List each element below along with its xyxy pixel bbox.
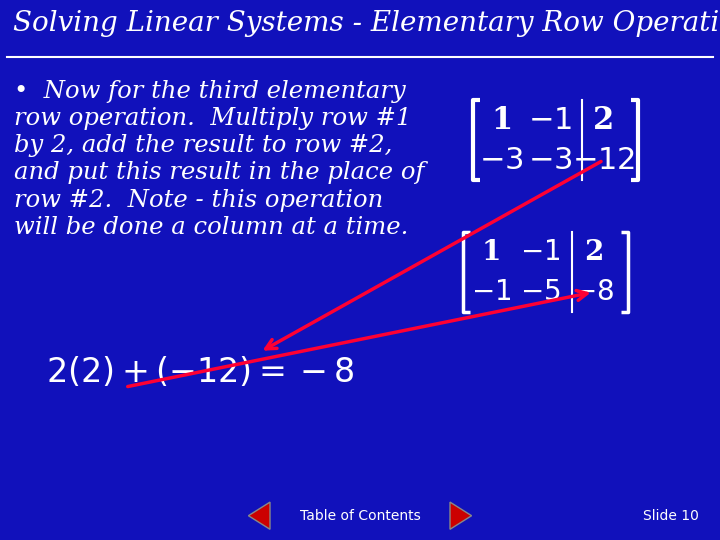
Text: $2(2) + (-12) = -8$: $2(2) + (-12) = -8$	[45, 355, 354, 389]
Text: $-12$: $-12$	[572, 145, 635, 176]
Text: $-1$: $-1$	[520, 239, 560, 266]
Polygon shape	[450, 502, 472, 529]
Text: 1: 1	[482, 239, 501, 266]
Polygon shape	[248, 502, 270, 529]
Text: $-3$: $-3$	[480, 145, 523, 176]
Text: $-1$: $-1$	[472, 279, 512, 306]
Text: and put this result in the place of: and put this result in the place of	[14, 161, 425, 185]
Text: Solving Linear Systems - Elementary Row Operations: Solving Linear Systems - Elementary Row …	[13, 10, 720, 37]
Text: $-8$: $-8$	[573, 279, 614, 306]
Text: $-1$: $-1$	[528, 105, 572, 136]
Text: 2: 2	[593, 105, 614, 136]
Text: $-5$: $-5$	[520, 279, 560, 306]
Text: will be done a column at a time.: will be done a column at a time.	[14, 215, 408, 239]
Text: row operation.  Multiply row #1: row operation. Multiply row #1	[14, 107, 411, 130]
Text: row #2.  Note - this operation: row #2. Note - this operation	[14, 188, 383, 212]
Text: •  Now for the third elementary: • Now for the third elementary	[14, 80, 406, 103]
Text: 1: 1	[491, 105, 512, 136]
Text: by 2, add the result to row #2,: by 2, add the result to row #2,	[14, 134, 392, 157]
Text: 2: 2	[584, 239, 603, 266]
Text: $-3$: $-3$	[528, 145, 572, 176]
Text: Slide 10: Slide 10	[642, 509, 698, 523]
Text: Table of Contents: Table of Contents	[300, 509, 420, 523]
